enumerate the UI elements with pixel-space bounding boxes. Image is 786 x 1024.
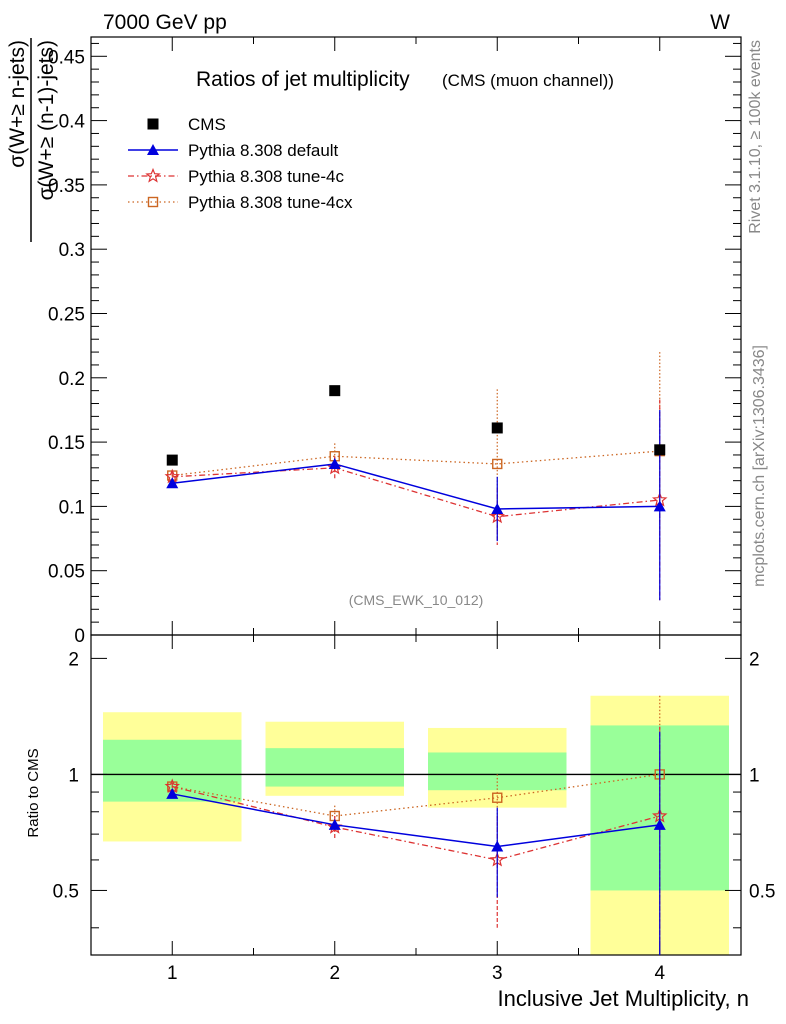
lower-series-default	[166, 731, 666, 955]
upper-point-default	[166, 477, 179, 489]
ylabel-numerator: σ(W+≥ n-jets)	[6, 40, 29, 168]
upper-point-cms	[491, 422, 503, 434]
legend-label-cms: CMS	[188, 115, 226, 134]
upper-y-axis-label: σ(W+≥ n-jets) σ(W+≥ (n-1)-jets)	[6, 38, 58, 242]
upper-ytick-label: 0.1	[59, 497, 85, 518]
legend-entry-tune4c: Pythia 8.308 tune-4c	[128, 167, 344, 186]
lower-ytick-label-left: 0.5	[53, 881, 79, 902]
upper-point-default	[653, 500, 666, 512]
upper-series-default	[166, 409, 666, 601]
lower-panel: 0.5 0.5 1 1 2 2 1 2 3 4	[53, 634, 775, 984]
chart-subtitle: (CMS (muon channel))	[442, 71, 614, 90]
process-label: W	[710, 11, 730, 34]
upper-point-tune4cx	[492, 458, 503, 470]
lower-y-axis-label: Ratio to CMS	[25, 748, 42, 837]
legend-marker-tune4cx	[147, 196, 159, 208]
lower-ytick-label-left: 1	[68, 765, 79, 786]
legend-marker-default	[147, 144, 159, 155]
upper-ytick-label: 0.45	[48, 47, 85, 68]
upper-point-default	[328, 457, 341, 469]
lower-ytick-label-right: 0.5	[749, 881, 775, 902]
lower-line-default	[172, 793, 660, 848]
upper-ytick-label: 0.35	[48, 176, 85, 197]
lower-point-tune4cx	[492, 792, 503, 803]
x-tick-label: 3	[492, 963, 503, 984]
upper-ytick-label: 0.2	[59, 369, 85, 390]
upper-ytick-label: 0	[74, 626, 85, 647]
legend-label-tune4cx: Pythia 8.308 tune-4cx	[188, 193, 353, 212]
upper-point-cms	[654, 444, 666, 456]
upper-ytick-label: 0.4	[59, 112, 86, 133]
upper-ytick-label: 0.05	[48, 562, 85, 583]
upper-series-tune4cx	[167, 352, 665, 551]
legend-entry-tune4cx: Pythia 8.308 tune-4cx	[128, 193, 353, 212]
energy-label: 7000 GeV pp	[103, 11, 227, 34]
lower-point-default	[166, 787, 179, 799]
rivet-label: Rivet 3.1.10, ≥ 100k events	[747, 40, 764, 234]
band-inner-bin-2	[265, 748, 404, 787]
upper-ytick-label: 0.3	[59, 240, 85, 261]
x-tick-label: 1	[167, 963, 178, 984]
analysis-watermark: (CMS_EWK_10_012)	[349, 592, 484, 608]
x-tick-label: 4	[654, 963, 665, 984]
upper-line-tune4cx	[172, 450, 660, 477]
upper-series-tune4c	[164, 399, 668, 601]
chart-title: Ratios of jet multiplicity	[196, 68, 410, 91]
upper-point-cms	[166, 454, 178, 466]
lower-uncertainty-bands	[103, 695, 729, 955]
mcplots-label: mcplots.cern.ch [arXiv:1306.3436]	[751, 345, 768, 587]
lower-ytick-label-left: 2	[68, 649, 79, 670]
upper-ytick-label: 0.15	[48, 433, 85, 454]
lower-data-layer	[164, 695, 668, 955]
upper-line-default	[172, 463, 660, 510]
upper-point-default	[491, 502, 504, 514]
lower-series-tune4cx	[167, 695, 665, 951]
legend-label-default: Pythia 8.308 default	[188, 141, 339, 160]
upper-data-layer	[164, 352, 668, 601]
legend-marker-tune4c	[145, 167, 161, 183]
lower-ytick-label-right: 2	[749, 649, 760, 670]
upper-ytick-label: 0.25	[48, 304, 85, 325]
upper-point-cms	[329, 385, 341, 397]
x-axis-label: Inclusive Jet Multiplicity, n	[498, 986, 749, 1011]
legend-marker-cms	[147, 118, 159, 130]
lower-line-tune4cx	[172, 773, 660, 817]
lower-point-default	[491, 840, 504, 852]
x-tick-label: 2	[329, 963, 340, 984]
legend: CMS Pythia 8.308 default Pythia 8.308 tune…	[128, 115, 353, 212]
ylabel-denominator: σ(W+≥ (n-1)-jets)	[35, 40, 58, 200]
lower-point-default	[328, 818, 341, 830]
lower-point-default	[653, 818, 666, 830]
band-inner-bin-3	[428, 752, 567, 791]
lower-line-tune4c	[172, 785, 660, 861]
legend-entry-default: Pythia 8.308 default	[128, 141, 339, 160]
lower-ytick-label-right: 1	[749, 765, 760, 786]
upper-series-cms	[166, 385, 666, 466]
legend-label-tune4c: Pythia 8.308 tune-4c	[188, 167, 344, 186]
legend-entry-cms: CMS	[147, 115, 226, 134]
